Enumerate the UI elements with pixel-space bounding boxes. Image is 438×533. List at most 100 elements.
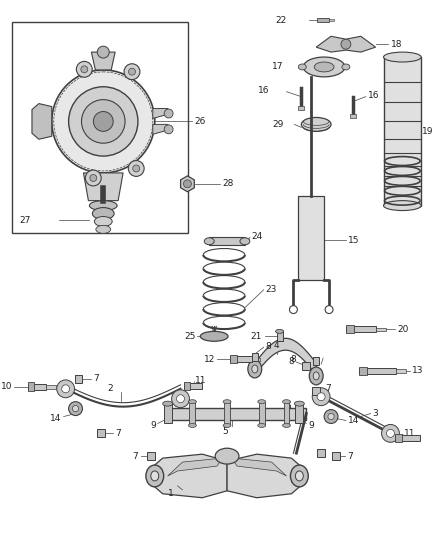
Circle shape <box>81 66 88 73</box>
Bar <box>376 328 385 331</box>
Text: 14: 14 <box>50 414 62 423</box>
Bar <box>350 115 356 118</box>
Text: 11: 11 <box>195 376 207 385</box>
Text: 16: 16 <box>367 91 379 100</box>
Bar <box>184 383 202 389</box>
Bar <box>46 385 56 389</box>
Circle shape <box>97 46 109 58</box>
Bar <box>230 355 237 363</box>
Polygon shape <box>232 458 286 476</box>
Ellipse shape <box>283 400 290 403</box>
Text: 7: 7 <box>115 429 121 438</box>
Bar <box>396 369 406 373</box>
Circle shape <box>324 409 338 423</box>
Bar <box>12 22 188 233</box>
Bar <box>97 430 105 438</box>
Circle shape <box>184 180 191 188</box>
Circle shape <box>164 125 173 134</box>
Ellipse shape <box>162 401 173 406</box>
Bar <box>164 403 172 423</box>
Text: 21: 21 <box>251 332 262 341</box>
Text: 19: 19 <box>422 127 434 136</box>
Ellipse shape <box>342 64 350 70</box>
Ellipse shape <box>252 365 258 373</box>
Circle shape <box>341 39 351 49</box>
Ellipse shape <box>248 360 262 378</box>
Ellipse shape <box>294 401 304 406</box>
Bar <box>396 434 403 442</box>
Text: 20: 20 <box>397 325 409 334</box>
Ellipse shape <box>223 423 231 427</box>
Bar <box>295 403 304 423</box>
Circle shape <box>69 87 138 156</box>
Text: 25: 25 <box>184 332 195 341</box>
Ellipse shape <box>258 400 266 403</box>
Ellipse shape <box>188 423 196 427</box>
Circle shape <box>69 402 82 416</box>
Text: 8: 8 <box>266 342 272 351</box>
Ellipse shape <box>384 52 421 62</box>
Bar <box>147 452 155 460</box>
Circle shape <box>133 165 140 172</box>
Bar <box>359 367 367 375</box>
Text: 7: 7 <box>325 384 331 393</box>
Polygon shape <box>153 109 171 118</box>
Ellipse shape <box>301 117 331 131</box>
Circle shape <box>312 388 330 406</box>
Circle shape <box>85 170 101 186</box>
Bar <box>332 452 340 460</box>
Circle shape <box>93 111 113 131</box>
Text: 9: 9 <box>150 421 156 430</box>
Circle shape <box>81 100 125 143</box>
Circle shape <box>124 64 140 79</box>
Bar <box>224 402 230 425</box>
Ellipse shape <box>92 207 114 220</box>
Bar <box>184 382 191 390</box>
Bar <box>28 384 46 390</box>
Bar <box>396 435 420 441</box>
Bar <box>329 19 334 21</box>
Bar <box>28 382 34 391</box>
Polygon shape <box>227 454 306 498</box>
Bar <box>317 19 329 22</box>
Ellipse shape <box>304 57 345 77</box>
Bar <box>283 402 290 425</box>
Bar <box>189 402 195 425</box>
Text: 26: 26 <box>194 117 206 126</box>
Ellipse shape <box>283 423 290 427</box>
Ellipse shape <box>200 332 228 341</box>
Circle shape <box>290 305 297 313</box>
Text: 14: 14 <box>348 416 359 425</box>
Bar <box>259 402 265 425</box>
Circle shape <box>325 305 333 313</box>
Polygon shape <box>180 176 194 192</box>
Text: 1: 1 <box>168 489 173 498</box>
Text: 29: 29 <box>272 120 283 129</box>
Bar <box>346 326 354 333</box>
Circle shape <box>76 61 92 77</box>
Text: 17: 17 <box>272 62 283 71</box>
Polygon shape <box>92 52 115 70</box>
Text: 16: 16 <box>258 86 270 95</box>
Ellipse shape <box>258 423 266 427</box>
Ellipse shape <box>215 448 239 464</box>
Bar <box>317 449 325 457</box>
Ellipse shape <box>313 372 319 380</box>
Ellipse shape <box>295 471 304 481</box>
Bar <box>302 362 310 370</box>
Ellipse shape <box>309 367 323 385</box>
Text: 27: 27 <box>19 216 31 225</box>
Ellipse shape <box>151 471 159 481</box>
Polygon shape <box>168 458 222 476</box>
Text: 10: 10 <box>1 382 12 391</box>
Bar <box>298 196 324 280</box>
Circle shape <box>128 68 135 75</box>
Text: 3: 3 <box>373 409 378 418</box>
Bar <box>74 375 82 383</box>
Bar <box>168 408 306 419</box>
Text: 18: 18 <box>390 39 402 49</box>
Text: 28: 28 <box>222 179 233 188</box>
Bar <box>252 358 260 361</box>
Ellipse shape <box>96 225 111 233</box>
Ellipse shape <box>94 216 112 227</box>
